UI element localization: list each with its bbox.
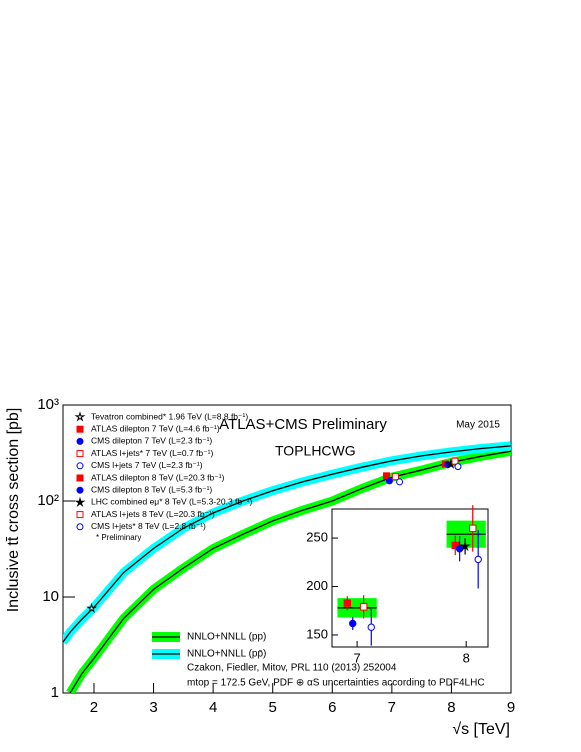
inset-y-tick-label: 150 (306, 626, 328, 641)
marker (454, 463, 462, 471)
chart-title: ATLAS+CMS Preliminary (219, 416, 387, 433)
marker (76, 462, 84, 470)
theory-line (69, 450, 511, 693)
legend-label: ATLAS l+jets 8 TeV (L=20.3 fb⁻¹) (91, 509, 215, 519)
marker (76, 474, 84, 482)
marker (385, 477, 393, 485)
marker (86, 602, 98, 614)
legend-label: CMS dilepton 7 TeV (L=2.3 fb⁻¹) (91, 436, 212, 446)
legend-label: LHC combined eμ* 8 TeV (L=5.3-20.3 fb⁻¹) (91, 497, 252, 507)
x-tick-label: 5 (269, 699, 277, 716)
y-tick-label: 1 (51, 684, 59, 701)
x-tick-label: 6 (328, 699, 336, 716)
marker (455, 545, 464, 553)
x-axis-label: √s [TeV] (452, 721, 510, 738)
citation: Czakon, Fiedler, Mitov, PRL 110 (2013) 2… (187, 663, 397, 674)
legend-label: Tevatron combined* 1.96 TeV (L=8.8 fb⁻¹) (91, 411, 248, 421)
y-axis-label: Inclusive tt̄ cross section [pb] (5, 408, 22, 613)
marker (451, 457, 459, 465)
marker (76, 486, 84, 494)
x-tick-label: 4 (209, 699, 217, 716)
legend-label: ATLAS dilepton 7 TeV (L=4.6 fb⁻¹) (91, 423, 220, 433)
y-tick-label: 10² (37, 492, 59, 509)
marker (76, 425, 84, 433)
subtitle: TOPLHCWG (275, 443, 356, 459)
legend-label: NNLO+NNLL (pp̄) (187, 649, 266, 660)
marker (76, 523, 84, 531)
x-tick-label: 7 (388, 699, 396, 716)
legend-label: CMS l+jets 7 TeV (L=2.3 fb⁻¹) (91, 460, 203, 470)
marker (74, 411, 86, 422)
marker (367, 623, 375, 631)
marker (74, 496, 86, 508)
marker (76, 437, 84, 445)
legend-label: ATLAS l+jets* 7 TeV (L=0.7 fb⁻¹) (91, 448, 213, 458)
marker (469, 524, 477, 533)
inset-y-tick-label: 200 (306, 578, 328, 593)
note: * Preliminary (96, 533, 141, 542)
marker (76, 511, 84, 519)
x-tick-label: 9 (507, 699, 515, 716)
marker (474, 555, 482, 564)
marker (382, 472, 390, 480)
marker (76, 450, 84, 458)
marker (396, 478, 404, 486)
date: May 2015 (456, 420, 500, 431)
legend-label: CMS dilepton 8 TeV (L=5.3 fb⁻¹) (91, 484, 212, 494)
y-tick-label: 10³ (37, 396, 59, 413)
x-tick-label: 8 (447, 699, 455, 716)
marker (343, 599, 351, 607)
x-tick-label: 3 (149, 699, 157, 716)
marker (459, 540, 471, 552)
inset-y-tick-label: 250 (306, 530, 328, 545)
inset-x-tick-label: 8 (463, 650, 470, 665)
citation: mtop = 172.5 GeV, PDF ⊕ αS uncertainties… (187, 678, 485, 689)
legend-label: ATLAS dilepton 8 TeV (L=20.3 fb⁻¹) (91, 472, 225, 482)
legend-label: NNLO+NNLL (pp) (187, 632, 266, 643)
plot-frame (62, 404, 512, 694)
x-tick-label: 2 (90, 699, 98, 716)
y-tick-label: 10 (42, 588, 59, 605)
inset-x-tick-label: 7 (353, 650, 360, 665)
marker (359, 603, 368, 611)
marker (391, 473, 399, 481)
legend-label: CMS l+jets* 8 TeV (L=2.8 fb⁻¹) (91, 521, 206, 531)
marker (349, 619, 357, 628)
